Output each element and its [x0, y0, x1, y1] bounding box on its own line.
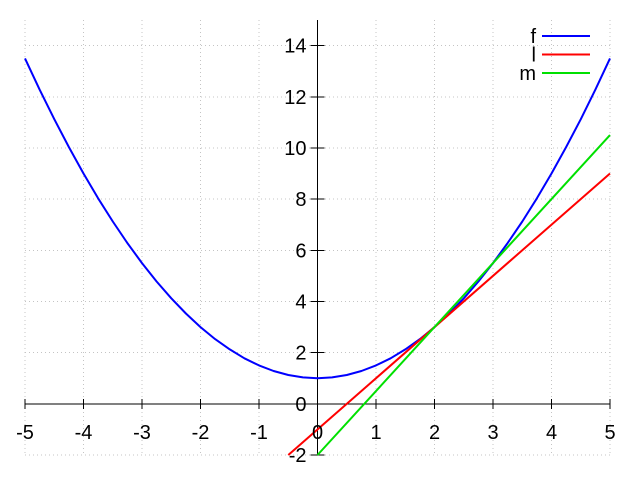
- x-tick-label: 3: [487, 422, 498, 444]
- data-series: [24, 57, 611, 456]
- x-tick-label: 4: [546, 422, 557, 444]
- legend-label-m: m: [519, 63, 536, 85]
- y-tick-label: 0: [295, 394, 306, 416]
- y-tick-label: -2: [289, 445, 307, 467]
- y-tick-label: 12: [284, 87, 306, 109]
- x-tick-label: -1: [250, 422, 268, 444]
- y-tick-label: 8: [295, 189, 306, 211]
- y-tick-labels: -2 0 2 4 6 8 10 12 14: [284, 36, 306, 467]
- axes: [25, 20, 610, 455]
- x-tick-label: -2: [192, 422, 210, 444]
- series-l-curve: [287, 172, 611, 456]
- x-tick-label: 2: [429, 422, 440, 444]
- x-tick-label: 0: [312, 422, 323, 444]
- tick-marks: [24, 45, 611, 456]
- x-tick-label: 1: [370, 422, 381, 444]
- x-tick-label: -4: [75, 422, 93, 444]
- x-tick-label: 5: [604, 422, 615, 444]
- legend: flm: [519, 26, 590, 85]
- y-tick-label: 6: [295, 240, 306, 262]
- x-tick-label: -3: [133, 422, 151, 444]
- x-tick-label: -5: [16, 422, 34, 444]
- series-f-curve: [24, 57, 611, 380]
- series-m-curve: [316, 134, 611, 456]
- y-tick-label: 14: [284, 36, 306, 58]
- legend-label-l: l: [532, 45, 536, 67]
- y-tick-label: 10: [284, 138, 306, 160]
- y-tick-label: 4: [295, 291, 306, 313]
- y-tick-label: 2: [295, 343, 306, 365]
- legend-label-f: f: [530, 26, 536, 48]
- x-tick-labels: -5 -4 -3 -2 -1 0 1 2 3 4 5: [16, 422, 615, 444]
